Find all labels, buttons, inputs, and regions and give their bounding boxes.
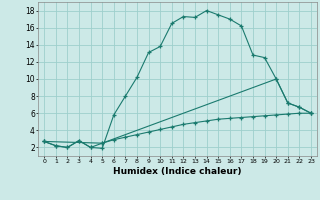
X-axis label: Humidex (Indice chaleur): Humidex (Indice chaleur) — [113, 167, 242, 176]
